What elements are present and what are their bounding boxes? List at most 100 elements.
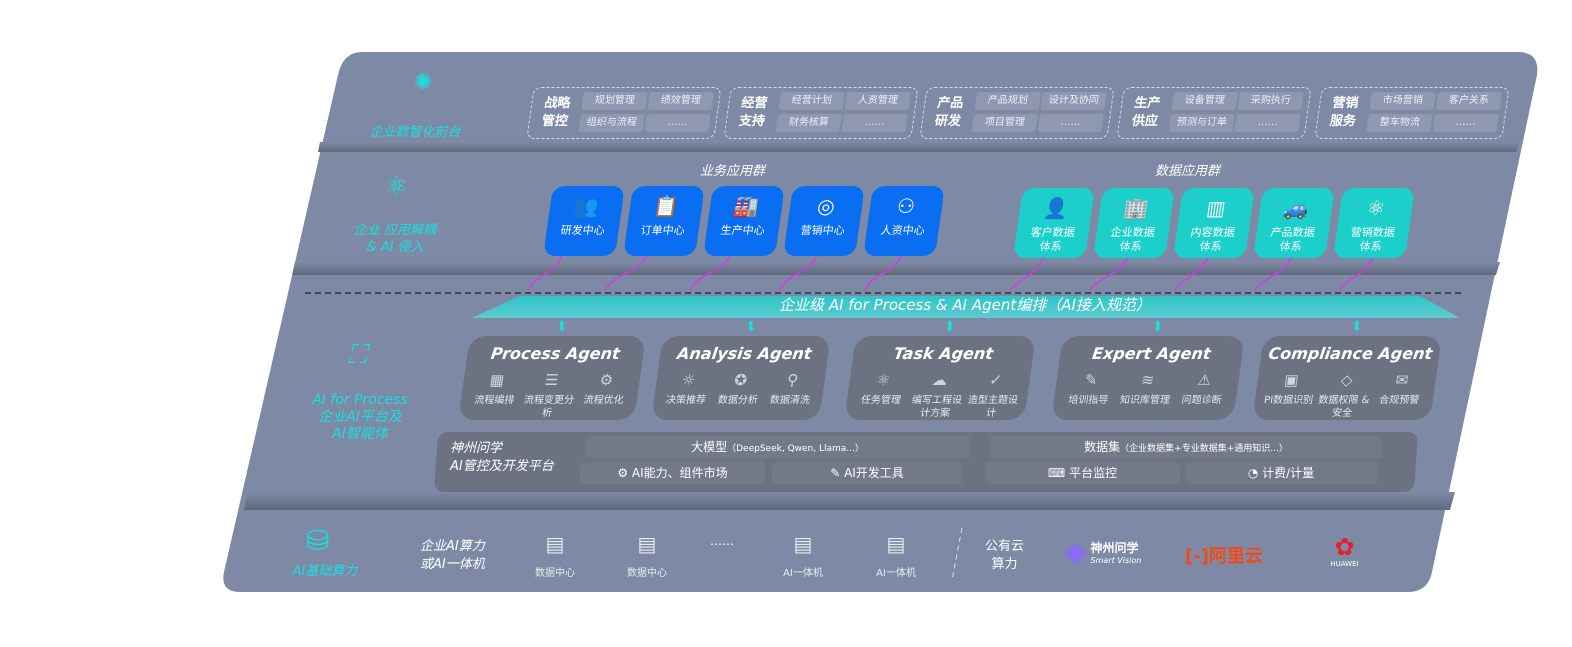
- capability-label: 问题诊断: [1180, 395, 1223, 406]
- public-cloud-label: 公有云 算力: [985, 538, 1024, 574]
- agent-name: Analysis Agent: [675, 344, 813, 363]
- monitor-cell[interactable]: ⌨ 平台监控: [985, 462, 1180, 484]
- model-note: （DeepSeek, Qwen, Llama...）: [727, 444, 864, 454]
- business-apps-title: 业务应用群: [700, 164, 766, 179]
- business-app-card[interactable]: 👥 研发中心: [543, 186, 625, 256]
- agent-card[interactable]: Process Agent ▦ 流程编排 ☰ 流程变更分析 ⚙ 流程优化: [458, 336, 646, 420]
- capability-label: 合规预警: [1378, 395, 1420, 406]
- front-group-item[interactable]: ……: [1234, 114, 1301, 132]
- capability-icon: ◇: [1339, 371, 1354, 389]
- agent-capability[interactable]: ☰ 流程变更分析: [519, 370, 581, 420]
- business-app-card[interactable]: 📋 订单中心: [623, 186, 705, 256]
- capability-label: 数据分析: [717, 395, 759, 406]
- infra-layer-label: AI基础算力: [292, 564, 358, 579]
- agent-capability[interactable]: ✪ 数据分析: [711, 370, 768, 407]
- users-icon: 👥: [571, 194, 601, 218]
- front-group-item[interactable]: 设计及协同: [1040, 92, 1107, 110]
- business-app-card[interactable]: 🏭 生产中心: [703, 186, 785, 256]
- agent-capability[interactable]: ⚲ 数据清洗: [763, 370, 820, 407]
- data-app-card[interactable]: 👤 客户数据体系: [1013, 188, 1095, 258]
- front-group-item[interactable]: 绩效管理: [647, 92, 714, 110]
- front-group-item[interactable]: 经营计划: [778, 92, 845, 110]
- front-group-item[interactable]: ……: [841, 114, 908, 132]
- agent-capabilities: ⚛ 任务管理 ☁ 编写工程设计方案 ✓ 造型主题设计: [850, 370, 1025, 420]
- agent-capability[interactable]: ☁ 编写工程设计方案: [906, 370, 969, 420]
- data-app-card[interactable]: ▥ 内容数据体系: [1173, 188, 1255, 258]
- vendor-huawei: ✿ HUAWEI: [1322, 534, 1367, 568]
- agent-capability[interactable]: ▦ 流程编排: [464, 370, 526, 420]
- front-group-item[interactable]: 设备管理: [1171, 92, 1238, 110]
- business-app-card[interactable]: ⚇ 人资中心: [863, 186, 945, 256]
- agent-capability[interactable]: ⚛ 任务管理: [850, 370, 913, 420]
- agent-capability[interactable]: ☼ 决策推荐: [659, 370, 716, 407]
- capability-label: 造型主题设计: [967, 395, 1019, 419]
- capability-label: 培训指导: [1067, 395, 1109, 406]
- capability-icon: ≋: [1140, 371, 1156, 389]
- agent-name: Expert Agent: [1090, 344, 1212, 363]
- front-group-item[interactable]: ……: [1432, 114, 1499, 132]
- face-scan-icon: ⛶: [348, 340, 367, 370]
- devtools-cell[interactable]: ✎ AI开发工具: [772, 462, 962, 484]
- front-group-item[interactable]: 预测与订单: [1168, 114, 1235, 132]
- front-group-item[interactable]: 项目管理: [971, 114, 1038, 132]
- data-app-card[interactable]: 🏢 企业数据体系: [1093, 188, 1175, 258]
- ai-label-line3: AI智能体: [332, 426, 388, 442]
- agent-capability[interactable]: ✓ 造型主题设计: [962, 370, 1025, 420]
- agent-card[interactable]: Compliance Agent ▣ PI数据识别 ◇ 数据权限 & 安全 ✉ 合规预警: [1252, 336, 1442, 420]
- agent-capability[interactable]: ⚠ 问题诊断: [1172, 370, 1234, 407]
- front-group-item[interactable]: 采购执行: [1237, 92, 1304, 110]
- market-cell[interactable]: ⚙ AI能力、组件市场: [580, 462, 765, 484]
- capability-icon: ⚛: [875, 371, 892, 389]
- front-group-item[interactable]: 规划管理: [581, 92, 648, 110]
- agent-capability[interactable]: ✎ 培训指导: [1059, 370, 1121, 407]
- agent-capability[interactable]: ≋ 知识库管理: [1116, 370, 1178, 407]
- agent-card[interactable]: Task Agent ⚛ 任务管理 ☁ 编写工程设计方案 ✓ 造型主题设计: [844, 336, 1036, 420]
- front-group-item[interactable]: 组织与流程: [578, 114, 645, 132]
- front-group: 营销服务 市场营销 客户关系 整车物流……: [1314, 87, 1510, 139]
- data-app-label: 客户数据体系: [1029, 226, 1076, 253]
- front-group: 生产供应 设备管理 采购执行 预测与订单……: [1116, 87, 1312, 139]
- server-label: 数据中心: [627, 568, 667, 579]
- front-group-item[interactable]: 市场营销: [1369, 92, 1436, 110]
- front-group-item[interactable]: 客户关系: [1435, 92, 1502, 110]
- books-icon: ▥: [1204, 196, 1228, 220]
- down-arrow-icon: ⬇: [556, 319, 568, 335]
- agent-capability[interactable]: ⚙ 流程优化: [573, 370, 635, 420]
- capability-icon: ⚙: [598, 371, 615, 389]
- agent-capability[interactable]: ◇ 数据权限 & 安全: [1313, 370, 1375, 420]
- factory-icon: 🏭: [731, 194, 761, 218]
- data-app-label: 营销数据体系: [1349, 226, 1396, 253]
- server-icon: ▤: [545, 532, 565, 556]
- agent-card[interactable]: Expert Agent ✎ 培训指导 ≋ 知识库管理 ⚠ 问题诊断: [1051, 336, 1245, 420]
- capability-icon: ☁: [930, 371, 949, 389]
- model-cell[interactable]: 大模型（DeepSeek, Qwen, Llama...）: [585, 436, 970, 458]
- user-icon: 👤: [1041, 196, 1071, 220]
- dataset-note: （企业数据集+专业数据集+通用知识...）: [1120, 444, 1288, 454]
- front-group: 战略管控 规划管理 绩效管理 组织与流程……: [526, 87, 722, 139]
- ai-layer-label: AI for Process 企业AI平台及 AI智能体: [300, 392, 420, 443]
- front-group-item[interactable]: ……: [644, 114, 711, 132]
- business-app-label: 营销中心: [799, 224, 846, 237]
- capability-label: PI数据识别: [1263, 395, 1314, 406]
- front-group-item[interactable]: ……: [1037, 114, 1104, 132]
- front-group-item[interactable]: 产品规划: [974, 92, 1041, 110]
- vendor-sub: Smart Vision: [1090, 555, 1142, 565]
- capability-label: 知识库管理: [1119, 395, 1171, 406]
- billing-cell[interactable]: ◔ 计费/计量: [1185, 462, 1377, 484]
- private-label-line2: 或AI一体机: [420, 557, 485, 572]
- agent-card[interactable]: Analysis Agent ☼ 决策推荐 ✪ 数据分析 ⚲ 数据清洗: [651, 336, 831, 420]
- front-group-item[interactable]: 整车物流: [1366, 114, 1433, 132]
- front-group-item[interactable]: 财务核算: [775, 114, 842, 132]
- vendor-name: 阿里云: [1208, 546, 1263, 567]
- business-app-label: 订单中心: [639, 224, 686, 237]
- data-app-card[interactable]: 🚙 产品数据体系: [1253, 188, 1335, 258]
- platform-name-line2: AI管控及开发平台: [450, 459, 554, 474]
- server-ai-box-2: ▤ AI一体机: [868, 532, 924, 579]
- agent-capability[interactable]: ▣ PI数据识别: [1258, 370, 1320, 420]
- front-group-item[interactable]: 人资管理: [844, 92, 911, 110]
- agent-capability[interactable]: ✉ 合规预警: [1369, 370, 1431, 420]
- dataset-cell[interactable]: 数据集（企业数据集+专业数据集+通用知识...）: [990, 436, 1382, 458]
- business-app-card[interactable]: ◎ 营销中心: [783, 186, 865, 256]
- data-app-card[interactable]: ⚛ 营销数据体系: [1333, 188, 1415, 258]
- more-ellipsis: ……: [710, 534, 734, 548]
